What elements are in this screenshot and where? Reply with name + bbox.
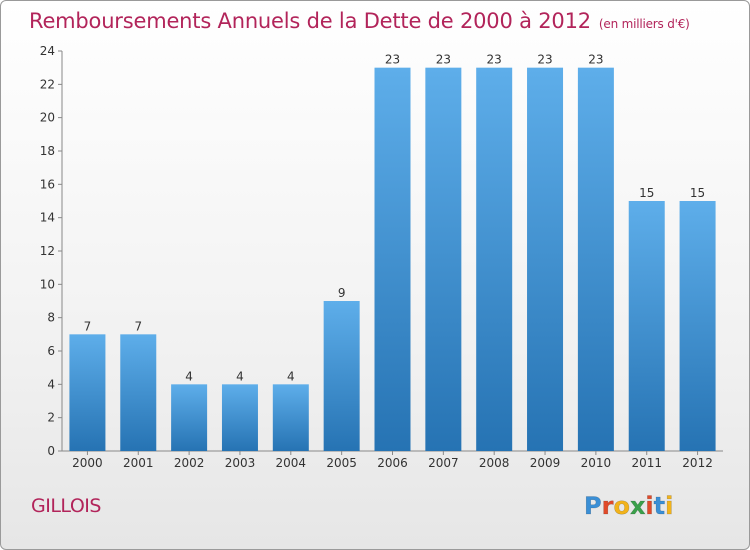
bar [272,384,309,451]
bar [476,67,513,452]
chart-subtitle: (en milliers d'€) [598,17,690,31]
logo-letter: x [629,492,646,521]
data-label: 15 [690,186,705,200]
data-label: 23 [436,53,451,67]
bar [628,201,665,451]
logo-letter: P [584,492,602,521]
y-tick-label: 18 [40,144,55,158]
chart-title: Remboursements Annuels de la Dette de 20… [29,9,690,33]
bar [527,67,564,452]
x-tick-label: 2001 [123,456,154,470]
y-tick-label: 6 [47,344,55,358]
data-label: 23 [385,53,400,67]
data-label: 23 [588,53,603,67]
y-tick-label: 0 [47,444,55,458]
logo-letter: o [613,492,630,521]
data-label: 15 [639,186,654,200]
data-label: 4 [236,369,244,383]
logo-letter: t [653,492,666,521]
data-label: 4 [287,369,295,383]
y-tick-label: 2 [47,411,55,425]
x-tick-label: 2002 [174,456,205,470]
logo-letter: i [645,492,654,521]
x-tick-label: 2006 [377,456,408,470]
chart-title-text: Remboursements Annuels de la Dette de 20… [29,9,591,33]
x-tick-label: 2010 [581,456,612,470]
bar [221,384,258,451]
y-tick-label: 24 [40,44,55,58]
data-label: 23 [487,53,502,67]
bar [679,201,716,451]
bar [171,384,208,451]
bar [374,67,411,452]
data-label: 9 [338,286,346,300]
logo-letter: r [601,492,614,521]
x-tick-label: 2007 [428,456,459,470]
data-label: 7 [84,319,92,333]
bar [120,334,157,451]
chart-data-labels: 7 7 4 4 4 9 23 23 23 23 23 15 15 [84,53,706,384]
bar [577,67,614,452]
x-tick-label: 2005 [326,456,357,470]
y-tick-label: 4 [47,377,55,391]
x-tick-label: 2004 [276,456,307,470]
data-label: 4 [185,369,193,383]
data-label: 23 [537,53,552,67]
commune-name: GILLOIS [31,495,101,517]
y-tick-label: 12 [40,244,55,258]
bar [425,67,462,452]
data-label: 7 [134,319,142,333]
chart-bars [69,67,716,452]
y-tick-label: 20 [40,111,55,125]
y-tick-label: 16 [40,177,55,191]
x-tick-label: 2000 [72,456,103,470]
logo-letter: i [665,492,674,521]
x-tick-label: 2009 [530,456,561,470]
x-tick-label: 2012 [682,456,713,470]
bar [323,301,360,451]
y-tick-label: 14 [40,211,55,225]
y-tick-label: 10 [40,277,55,291]
bar [69,334,106,451]
proxiti-logo: Proxiti [584,492,674,521]
x-tick-label: 2008 [479,456,510,470]
x-tick-label: 2003 [225,456,256,470]
y-tick-label: 22 [40,77,55,91]
y-tick-label: 8 [47,311,55,325]
x-tick-label: 2011 [631,456,662,470]
